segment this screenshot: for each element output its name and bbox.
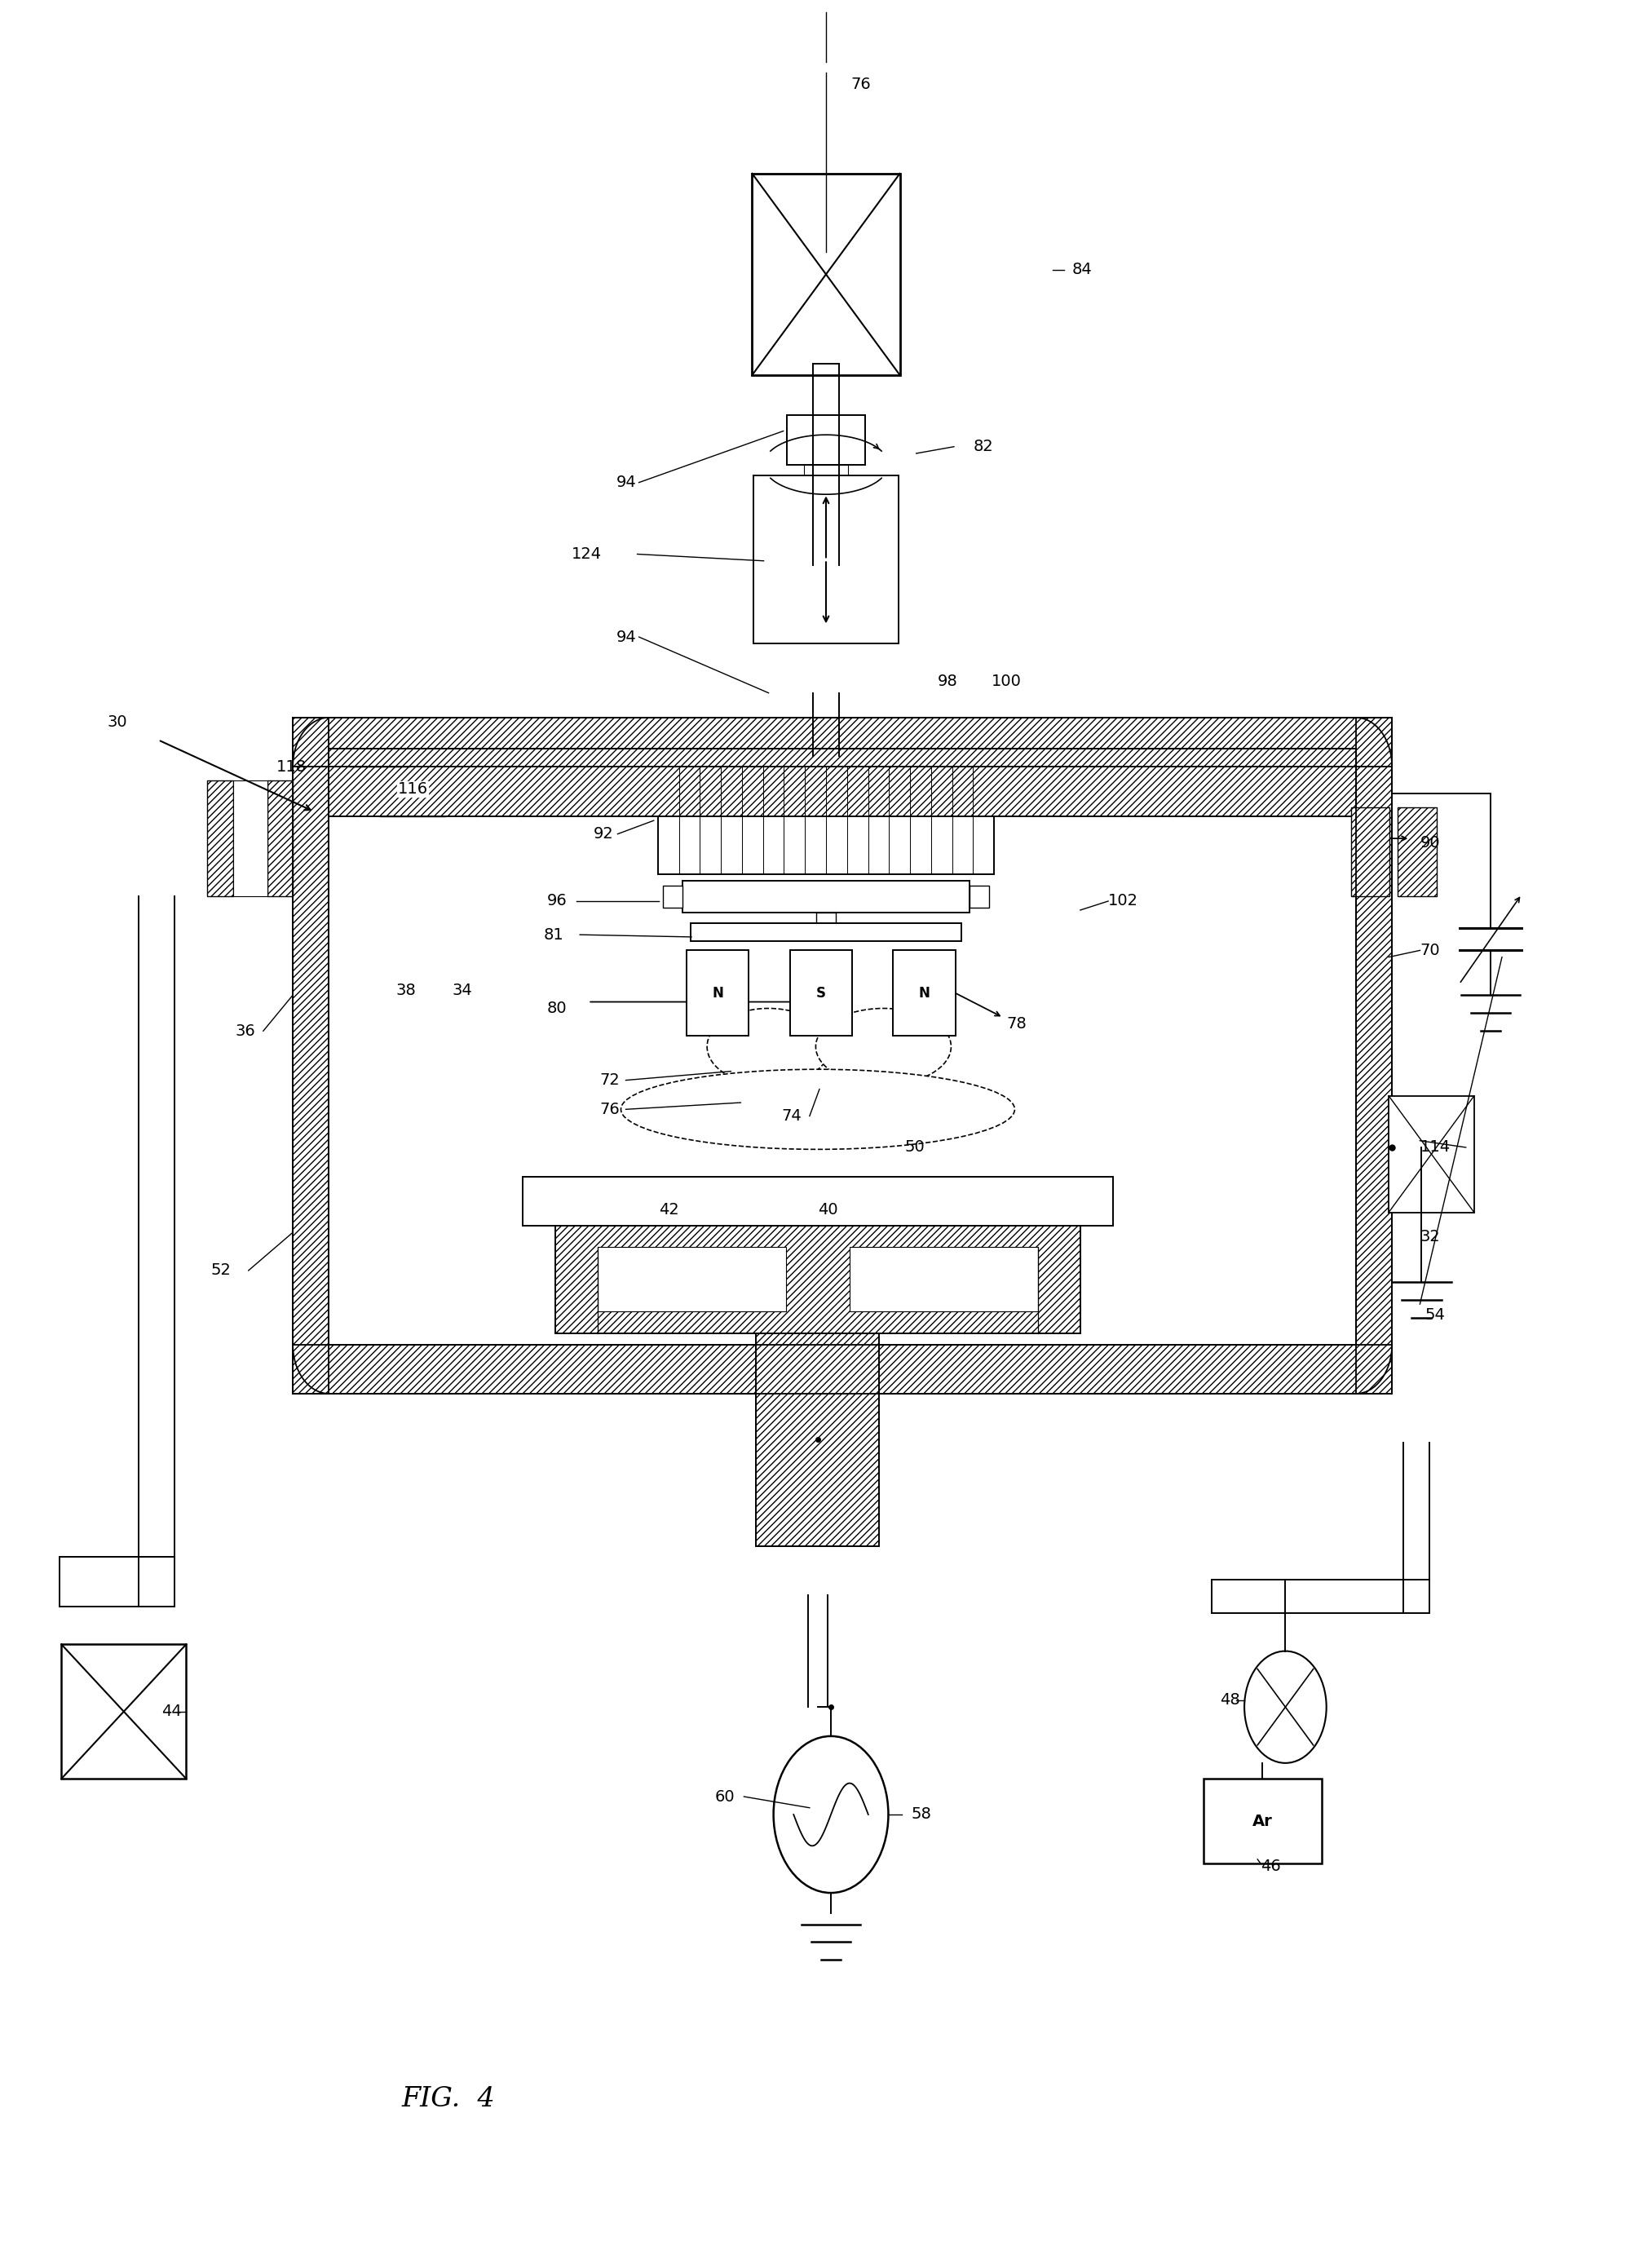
Text: 42: 42 bbox=[659, 1202, 679, 1217]
Text: 52: 52 bbox=[211, 1262, 231, 1278]
Bar bbox=[233, 781, 268, 898]
Ellipse shape bbox=[621, 1069, 1014, 1150]
Text: 38: 38 bbox=[396, 983, 416, 999]
Text: 34: 34 bbox=[453, 983, 472, 999]
Text: 40: 40 bbox=[818, 1202, 838, 1217]
Bar bbox=[208, 781, 233, 898]
Bar bbox=[691, 922, 961, 940]
Bar bbox=[970, 887, 990, 907]
Text: 100: 100 bbox=[991, 675, 1023, 688]
Bar bbox=[598, 1247, 786, 1312]
Bar bbox=[790, 950, 852, 1035]
Text: 54: 54 bbox=[1424, 1307, 1446, 1323]
Text: 98: 98 bbox=[938, 675, 958, 688]
Text: 92: 92 bbox=[593, 826, 613, 842]
Bar bbox=[687, 950, 748, 1035]
Text: 78: 78 bbox=[1006, 1017, 1026, 1033]
Text: 72: 72 bbox=[600, 1073, 620, 1089]
Text: 84: 84 bbox=[1072, 261, 1092, 277]
Bar bbox=[752, 173, 900, 376]
Bar bbox=[1398, 808, 1436, 898]
Bar bbox=[522, 1177, 1113, 1226]
Text: FIG.  4: FIG. 4 bbox=[401, 2086, 496, 2113]
Text: 94: 94 bbox=[616, 630, 636, 646]
Ellipse shape bbox=[816, 1008, 952, 1084]
Text: 36: 36 bbox=[235, 1024, 256, 1040]
Text: 76: 76 bbox=[851, 77, 871, 92]
Text: 70: 70 bbox=[1421, 943, 1441, 959]
Text: 90: 90 bbox=[1421, 835, 1441, 851]
Bar bbox=[268, 781, 292, 898]
Text: 60: 60 bbox=[714, 1789, 735, 1805]
Text: 114: 114 bbox=[1421, 1141, 1450, 1154]
Text: N: N bbox=[712, 986, 724, 1001]
Circle shape bbox=[1244, 1652, 1327, 1764]
Bar bbox=[1356, 718, 1393, 1393]
Bar bbox=[753, 475, 899, 644]
Text: 116: 116 bbox=[398, 781, 428, 796]
Text: 124: 124 bbox=[572, 547, 601, 562]
Text: 94: 94 bbox=[616, 475, 636, 490]
Bar bbox=[786, 416, 866, 464]
Text: 44: 44 bbox=[162, 1703, 182, 1719]
Bar bbox=[805, 463, 847, 484]
Circle shape bbox=[773, 1737, 889, 1892]
Text: 50: 50 bbox=[905, 1141, 925, 1154]
Bar bbox=[292, 718, 329, 1393]
Bar bbox=[682, 882, 970, 911]
Text: 74: 74 bbox=[781, 1109, 801, 1123]
Text: 80: 80 bbox=[547, 1001, 567, 1017]
Bar bbox=[1389, 1096, 1474, 1213]
Ellipse shape bbox=[707, 1008, 829, 1084]
Bar bbox=[849, 1247, 1039, 1312]
Bar bbox=[657, 767, 995, 875]
Bar bbox=[61, 1645, 187, 1780]
Text: S: S bbox=[816, 986, 826, 1001]
Text: 82: 82 bbox=[973, 439, 995, 454]
Bar bbox=[292, 718, 1393, 767]
Bar bbox=[757, 1334, 879, 1546]
Text: 81: 81 bbox=[544, 927, 563, 943]
Text: Ar: Ar bbox=[1252, 1814, 1272, 1829]
Bar bbox=[662, 887, 682, 907]
Text: 46: 46 bbox=[1260, 1858, 1280, 1874]
Bar bbox=[329, 767, 1356, 1346]
Bar bbox=[1351, 808, 1389, 898]
Text: 76: 76 bbox=[600, 1102, 620, 1116]
Bar bbox=[894, 950, 955, 1035]
Text: 48: 48 bbox=[1219, 1692, 1241, 1708]
Bar bbox=[329, 749, 1356, 817]
Bar bbox=[292, 1346, 1393, 1393]
Text: 102: 102 bbox=[1108, 893, 1138, 909]
Bar bbox=[816, 911, 836, 922]
Text: 30: 30 bbox=[107, 713, 127, 729]
Text: 32: 32 bbox=[1421, 1229, 1441, 1244]
Text: 58: 58 bbox=[912, 1807, 932, 1823]
Bar bbox=[1203, 1780, 1322, 1863]
Text: 118: 118 bbox=[276, 758, 307, 774]
Text: N: N bbox=[919, 986, 930, 1001]
Text: 96: 96 bbox=[547, 893, 567, 909]
Bar bbox=[555, 1226, 1080, 1334]
